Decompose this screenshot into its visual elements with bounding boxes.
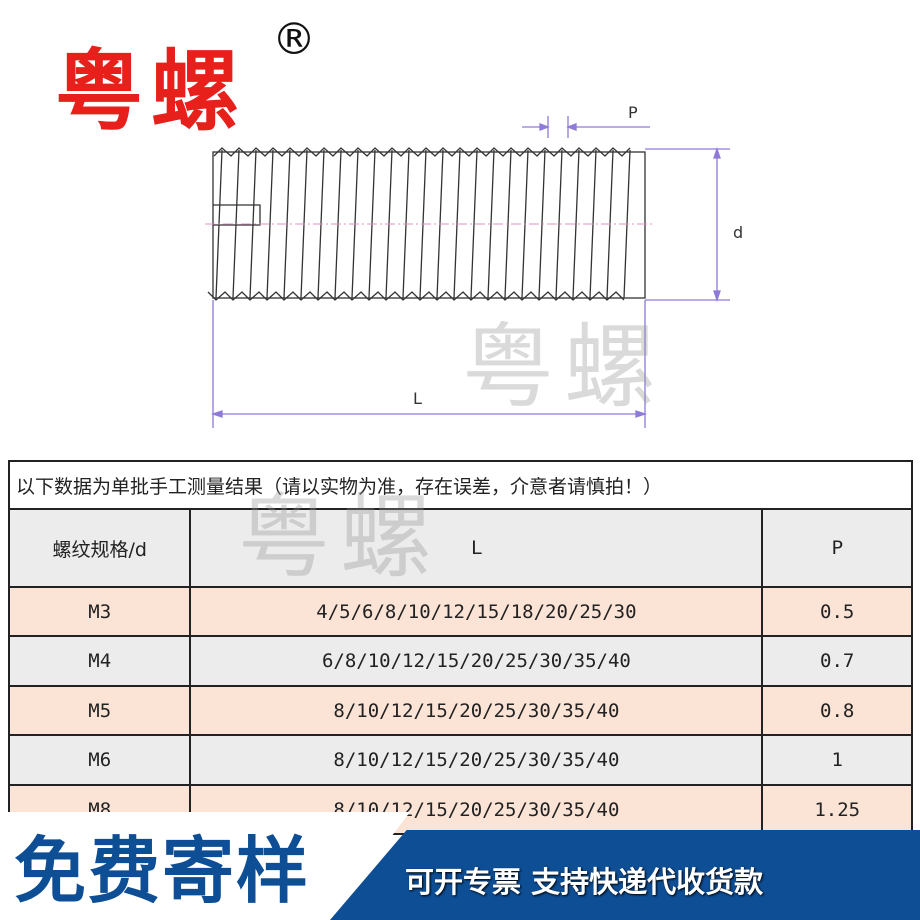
cell-pitch: 1.25: [761, 784, 913, 835]
thread-line: [266, 149, 274, 299]
table-row: M3 4/5/6/8/10/12/15/18/20/25/30 0.5: [7, 586, 913, 637]
thread-line: [487, 149, 495, 299]
table-row: M5 8/10/12/15/20/25/30/35/40 0.8: [7, 685, 913, 736]
free-sample-text: 免费寄样: [14, 829, 311, 913]
thread-line: [470, 149, 478, 299]
services-text: 可开专票 支持快递代收货款: [405, 865, 764, 899]
cell-spec: M6: [7, 734, 192, 786]
thread-line: [207, 291, 625, 301]
cell-spec: M4: [7, 635, 192, 687]
table-header: 螺纹规格/d L P: [7, 508, 913, 588]
table-row: M6 8/10/12/15/20/25/30/35/40 1: [7, 734, 913, 786]
diameter-label: d: [733, 223, 743, 242]
thread-line: [555, 149, 563, 299]
banner-white-panel: [0, 812, 410, 920]
cell-length: 6/8/10/12/15/20/25/30/35/40: [189, 635, 764, 687]
cell-pitch: 0.8: [761, 685, 913, 736]
header-spec: 螺纹规格/d: [7, 508, 192, 588]
cell-pitch: 0.5: [761, 586, 913, 637]
pitch-label: P: [628, 103, 638, 122]
thread-line: [212, 151, 646, 299]
cell-pitch: 0.7: [761, 635, 913, 687]
cell-length: 8/10/12/15/20/25/30/35/40: [189, 685, 764, 736]
length-label: L: [413, 389, 422, 408]
cell-length: 8/10/12/15/20/25/30/35/40: [189, 734, 764, 786]
screw-drawing: P d L: [205, 103, 743, 428]
cell-pitch: 1: [761, 734, 913, 786]
table-row: M4 6/8/10/12/15/20/25/30/35/40 0.7: [7, 635, 913, 687]
cell-spec: M3: [7, 586, 192, 637]
header-length: L: [189, 508, 764, 588]
cell-length: 4/5/6/8/10/12/15/18/20/25/30: [189, 586, 764, 637]
thread-line: [213, 147, 631, 157]
banner-blue-panel: [330, 830, 920, 920]
table-note: 以下数据为单批手工测量结果（请以实物为准，存在误差，介意者请慎拍！）: [8, 460, 913, 510]
thread-line: [249, 149, 257, 299]
brand-logo: 粤螺: [55, 40, 248, 143]
thread-line: [572, 149, 580, 299]
spec-table: 以下数据为单批手工测量结果（请以实物为准，存在误差，介意者请慎拍！） 螺纹规格/…: [7, 460, 913, 835]
header-pitch: P: [761, 508, 913, 588]
registered-mark: ®: [272, 14, 316, 65]
dimension-lines: [210, 116, 730, 428]
cell-spec: M5: [7, 685, 192, 736]
